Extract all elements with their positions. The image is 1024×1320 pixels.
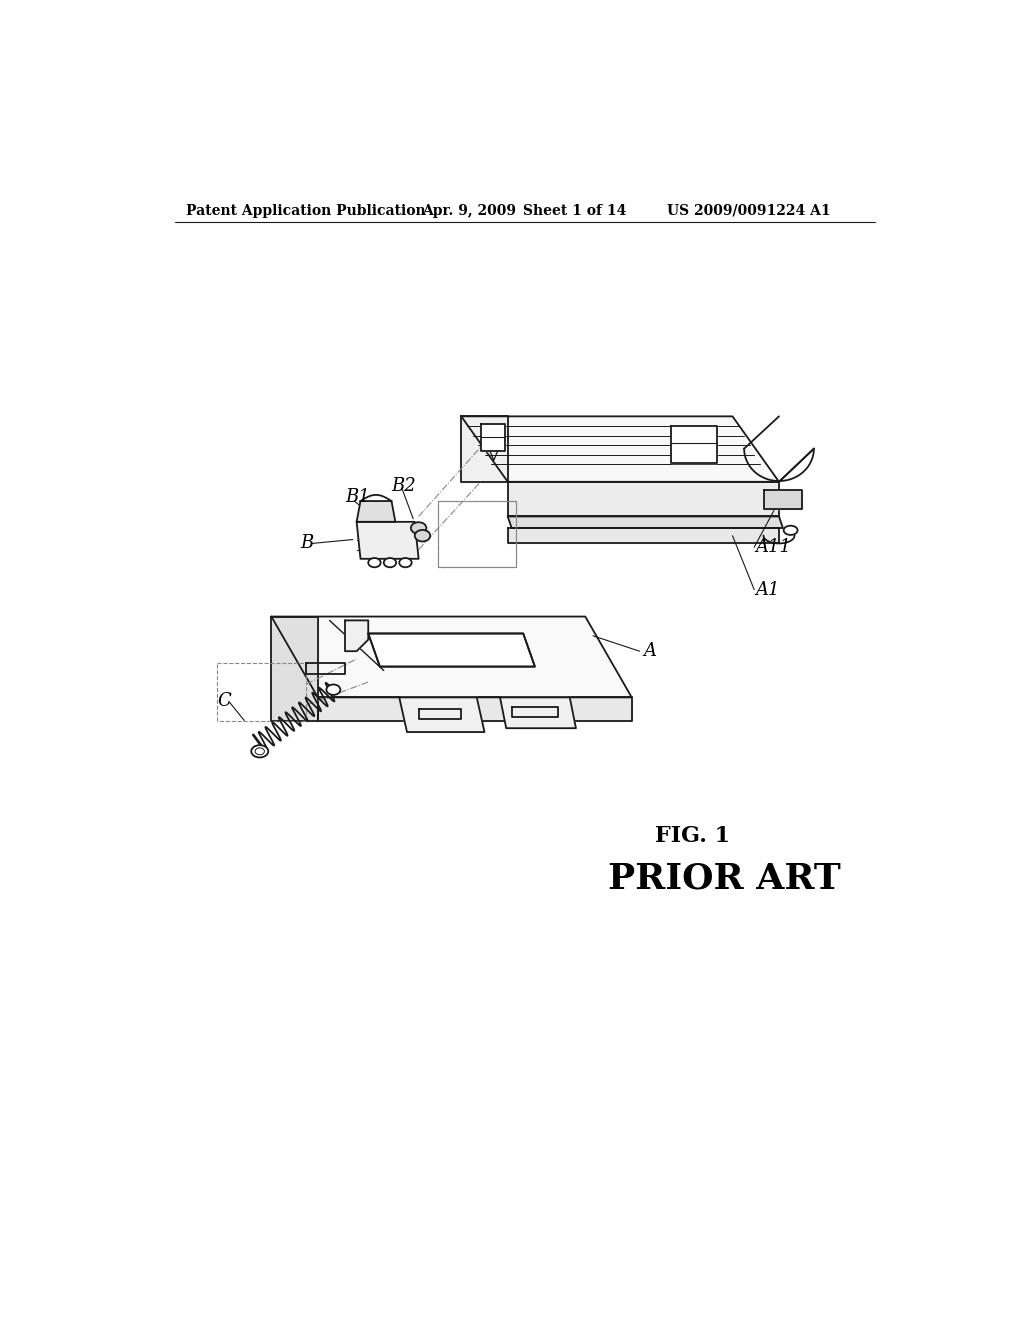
Polygon shape <box>671 426 717 462</box>
Text: B1: B1 <box>345 488 370 506</box>
Polygon shape <box>461 416 508 482</box>
Polygon shape <box>356 521 419 558</box>
Polygon shape <box>345 620 369 651</box>
Text: Patent Application Publication: Patent Application Publication <box>186 203 426 218</box>
Ellipse shape <box>415 529 430 541</box>
Text: PRIOR ART: PRIOR ART <box>608 862 842 895</box>
Polygon shape <box>369 634 535 667</box>
Text: B: B <box>300 535 313 552</box>
Ellipse shape <box>411 523 426 533</box>
Text: US 2009/0091224 A1: US 2009/0091224 A1 <box>667 203 830 218</box>
Ellipse shape <box>399 558 412 568</box>
Polygon shape <box>480 424 506 451</box>
Text: A11: A11 <box>756 539 792 556</box>
Ellipse shape <box>783 525 798 535</box>
Polygon shape <box>317 697 632 721</box>
Polygon shape <box>508 528 779 544</box>
Polygon shape <box>508 482 779 516</box>
Text: C: C <box>217 692 230 710</box>
Polygon shape <box>764 490 802 508</box>
Text: Apr. 9, 2009: Apr. 9, 2009 <box>423 203 516 218</box>
Ellipse shape <box>384 558 396 568</box>
Polygon shape <box>356 502 395 521</box>
Polygon shape <box>399 697 484 733</box>
Ellipse shape <box>251 744 268 758</box>
Ellipse shape <box>327 685 340 694</box>
Polygon shape <box>508 516 783 528</box>
Text: B2: B2 <box>391 477 416 495</box>
Ellipse shape <box>369 558 381 568</box>
Ellipse shape <box>255 748 264 755</box>
Text: A1: A1 <box>756 581 780 598</box>
Polygon shape <box>461 416 779 482</box>
Polygon shape <box>500 697 575 729</box>
Polygon shape <box>271 616 317 721</box>
Polygon shape <box>271 616 632 697</box>
Text: FIG. 1: FIG. 1 <box>655 825 730 847</box>
Text: A: A <box>643 643 656 660</box>
Text: Sheet 1 of 14: Sheet 1 of 14 <box>523 203 627 218</box>
